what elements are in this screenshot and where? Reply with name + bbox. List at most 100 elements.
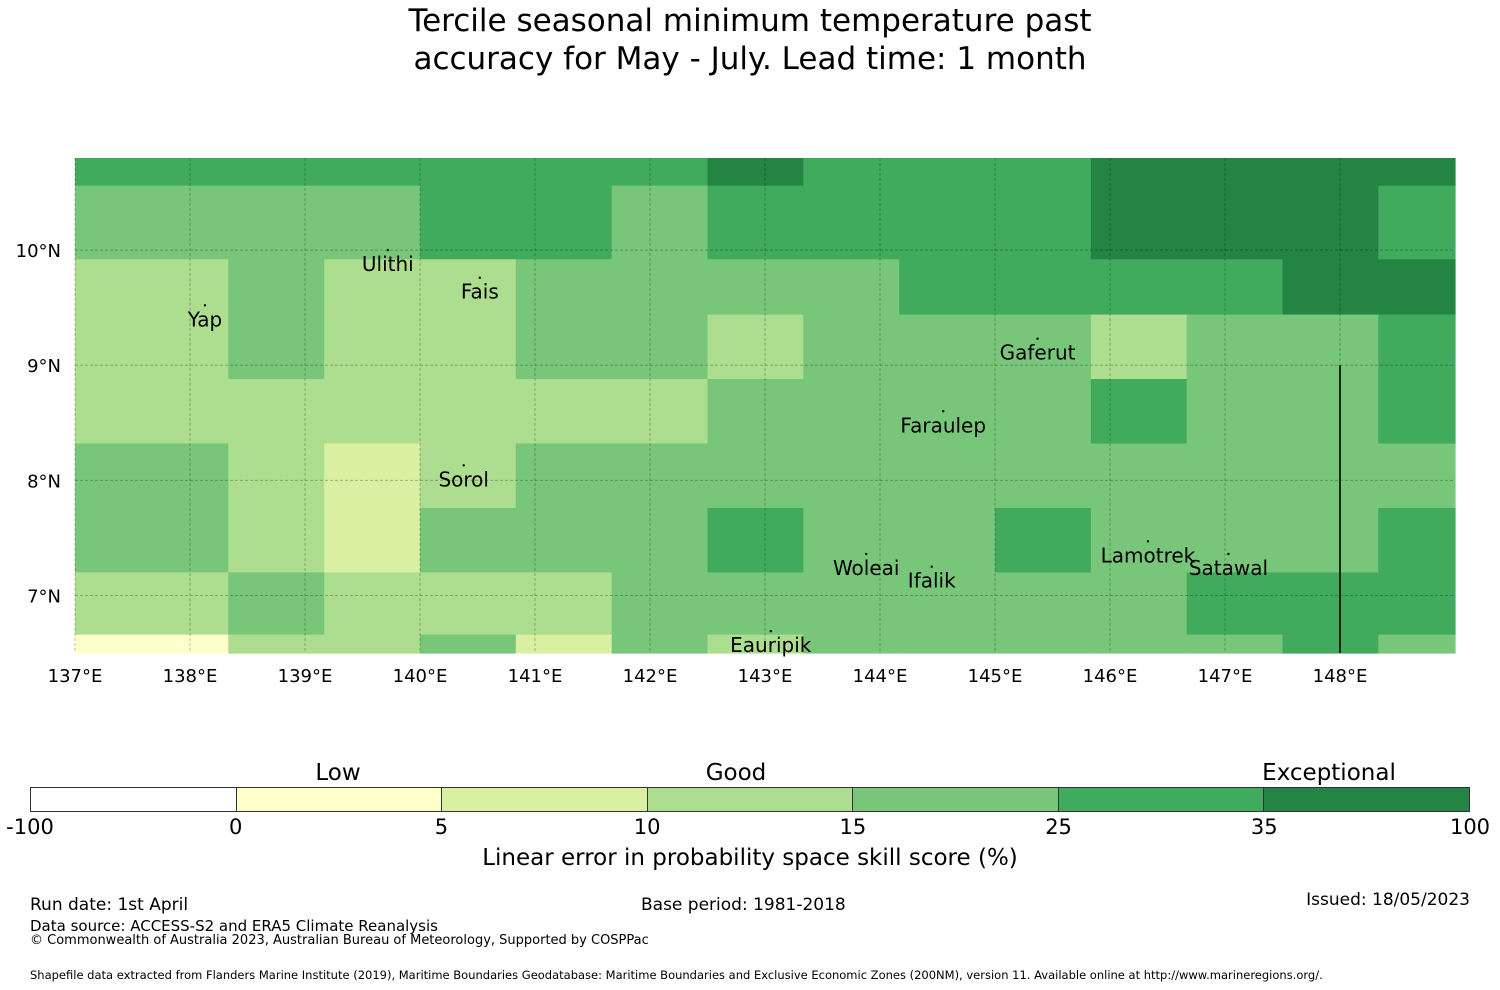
grid-cell [899, 443, 996, 509]
legend-heading-exceptional: Exceptional [1262, 760, 1396, 786]
island-marker [865, 552, 868, 556]
grid-cell [803, 572, 900, 636]
legend-swatch [852, 788, 1058, 811]
legend-swatch [235, 788, 442, 811]
grid-cell [515, 443, 613, 509]
grid-cell [611, 314, 709, 380]
grid-cell [75, 158, 134, 187]
lon-tick-label: 144°E [853, 666, 908, 687]
legend-tick-label: 15 [839, 815, 867, 839]
grid-cell [1090, 443, 1188, 509]
grid-cell [611, 572, 709, 636]
grid-cell [1282, 379, 1379, 445]
island-label: Satawal [1189, 556, 1268, 580]
grid-cell [324, 634, 421, 654]
grid-cell [1282, 634, 1379, 654]
grid-cell [611, 185, 709, 260]
island-label: Yap [187, 307, 222, 331]
grid-cell [132, 314, 229, 380]
grid-cell [1282, 572, 1379, 636]
grid-cell [707, 158, 804, 187]
grid-cell [420, 507, 517, 574]
grid-cell [611, 259, 709, 316]
grid-cell [420, 185, 517, 260]
grid-cell [803, 185, 900, 260]
grid-cell [1378, 379, 1456, 445]
legend-tick-label: -100 [6, 815, 54, 839]
grid-cell [1186, 443, 1284, 509]
grid-cell [803, 314, 900, 380]
grid-cell [132, 443, 229, 509]
grid-cell [1282, 507, 1379, 574]
island-marker [942, 410, 945, 413]
grid-cell [324, 443, 421, 509]
legend-tick-label: 35 [1250, 815, 1278, 839]
lon-tick-label: 148°E [1313, 666, 1368, 687]
legend-swatch [646, 788, 853, 811]
grid-cell [1090, 379, 1188, 445]
grid-cell [611, 443, 709, 509]
grid-cell [1378, 185, 1456, 260]
copyright: © Commonwealth of Australia 2023, Austra… [30, 933, 649, 948]
grid-cell [1282, 314, 1379, 380]
island-marker [478, 276, 481, 279]
grid-cell [75, 634, 134, 654]
grid-cell [132, 158, 229, 187]
grid-cell [995, 443, 1092, 509]
grid-cell [132, 185, 229, 260]
shapefile-credit: Shapefile data extracted from Flanders M… [30, 968, 1323, 982]
grid-cell [1186, 185, 1284, 260]
grid-cell [515, 634, 613, 654]
grid-cell [1378, 507, 1456, 574]
grid-cell [803, 158, 900, 187]
island-marker [1036, 337, 1039, 340]
lat-tick-label: 7°N [27, 586, 61, 607]
grid-cell [803, 507, 900, 574]
map-axes: 137°E 138°E 139°E 140°E 141°E 142°E 143°E 144°E… [16, 241, 1368, 687]
grid-cell [1186, 507, 1284, 574]
grid-cell [324, 314, 421, 380]
lon-tick-label: 138°E [163, 666, 218, 687]
grid-cell [75, 443, 134, 509]
grid-cell [1090, 158, 1188, 187]
grid-cell [420, 634, 517, 654]
island-label: Eauripik [730, 633, 812, 657]
grid-cell [1090, 572, 1188, 636]
grid-cell [899, 572, 996, 636]
lat-tick-label: 10°N [16, 241, 61, 262]
grid-cell [228, 507, 325, 574]
grid-cell [75, 572, 134, 636]
data-source: Data source: ACCESS-S2 and ERA5 Climate … [30, 917, 438, 935]
island-labels: Ulithi Fais Yap Gaferut Faraulep Sorol Woleai I… [187, 248, 1268, 657]
grid-cell [420, 572, 517, 636]
grid-cell [1378, 314, 1456, 380]
map-title-line-1: Tercile seasonal minimum temperature pas… [408, 3, 1092, 39]
grid-cell [1186, 158, 1284, 187]
grid-cell [228, 158, 325, 187]
grid-cell [899, 507, 996, 574]
island-marker [1146, 540, 1150, 543]
grid-cell [132, 634, 229, 654]
island-label: Faraulep [900, 413, 986, 437]
grid-cell [611, 158, 709, 187]
lat-tick-label: 9°N [27, 356, 61, 377]
grid-cell [995, 634, 1092, 654]
grid-cell [1090, 314, 1188, 380]
grid-cell [803, 259, 900, 316]
grid-cell [515, 379, 613, 445]
grid-cell [707, 634, 804, 654]
grid-cell [132, 379, 229, 445]
grid-cell [1186, 379, 1284, 445]
grid-cell [420, 443, 517, 509]
grid-cell [75, 379, 134, 445]
grid-cell [132, 572, 229, 636]
legend-tick-label: 100 [1449, 815, 1491, 839]
grid-cell [899, 314, 996, 380]
grid-cell [420, 379, 517, 445]
grid-cell [228, 185, 325, 260]
grid-cell [803, 634, 900, 654]
skill-grid-cells [75, 158, 1456, 654]
lon-tick-label: 146°E [1083, 666, 1138, 687]
grid-cell [228, 572, 325, 636]
legend-colorbar [30, 787, 1470, 812]
